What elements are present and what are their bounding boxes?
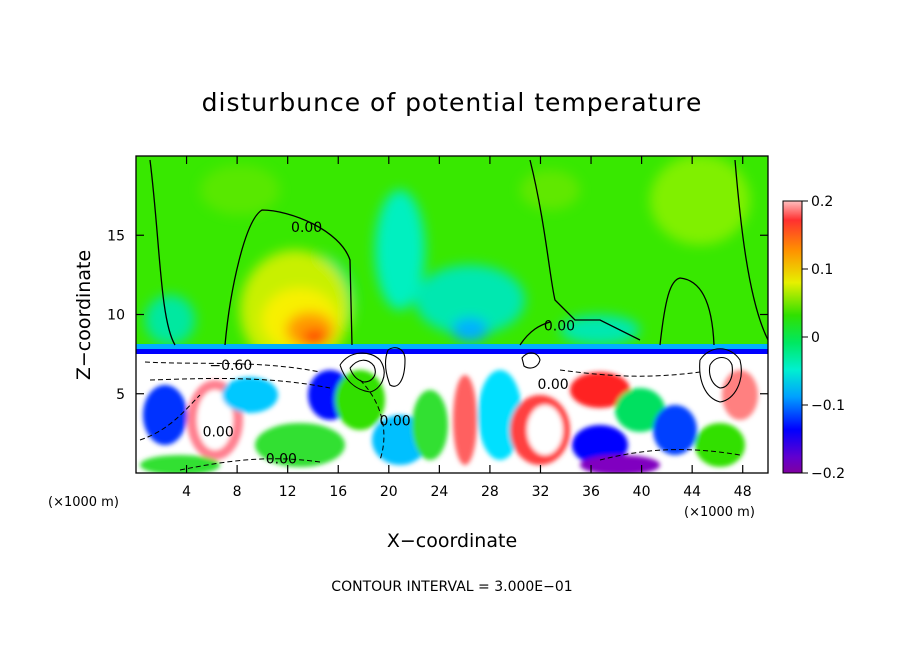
colorbar-ticks: 0.2 0.1 0 −0.1 −0.2 [802, 194, 845, 482]
colorbar-tick-label: 0 [811, 330, 820, 346]
y-tick-label: 10 [107, 308, 125, 324]
contour-label: 0.00 [380, 413, 411, 429]
x-axis-ticks: 4 8 12 16 20 24 28 32 36 40 44 48 [182, 156, 752, 500]
x-tick-label: 4 [182, 484, 191, 500]
x-tick-label: 16 [329, 484, 347, 500]
colorbar-tick-label: 0.1 [811, 262, 833, 278]
contour-interval-note: CONTOUR INTERVAL = 3.000E−01 [331, 579, 572, 595]
x-tick-label: 40 [633, 484, 651, 500]
colorbar-tick-label: −0.2 [811, 466, 845, 482]
x-tick-label: 32 [532, 484, 550, 500]
x-tick-label: 48 [734, 484, 752, 500]
colorbar [782, 200, 803, 474]
x-tick-label: 44 [683, 484, 701, 500]
contour-label: 0.00 [203, 425, 234, 441]
contour-label: 0.00 [538, 377, 569, 393]
x-tick-label: 12 [279, 484, 297, 500]
x-tick-label: 8 [233, 484, 242, 500]
colorbar-tick-label: −0.1 [811, 398, 845, 414]
y-tick-label: 5 [116, 387, 125, 403]
x-tick-label: 24 [430, 484, 448, 500]
contour-label: 0.00 [266, 451, 297, 467]
x-tick-label: 20 [380, 484, 398, 500]
contour-label: 0.00 [291, 220, 322, 236]
y-axis-ticks: 5 10 15 [107, 228, 768, 403]
y-axis-title: Z−coordinate [73, 250, 95, 380]
x-axis-title: X−coordinate [387, 530, 517, 552]
y-tick-label: 15 [107, 228, 125, 244]
chart-title: disturbunce of potential temperature [202, 88, 703, 117]
x-unit-right: (×1000 m) [684, 505, 755, 520]
x-tick-label: 28 [481, 484, 499, 500]
heatmap-field [136, 156, 768, 473]
x-tick-label: 36 [582, 484, 600, 500]
contour-labels: 0.00 −0.60 0.00 0.00 0.00 0.00 0.00 [203, 220, 575, 467]
contour-label: 0.00 [544, 318, 575, 334]
colorbar-tick-label: 0.2 [811, 194, 833, 210]
x-unit-left: (×1000 m) [48, 495, 119, 510]
contour-label: −0.60 [209, 358, 252, 374]
